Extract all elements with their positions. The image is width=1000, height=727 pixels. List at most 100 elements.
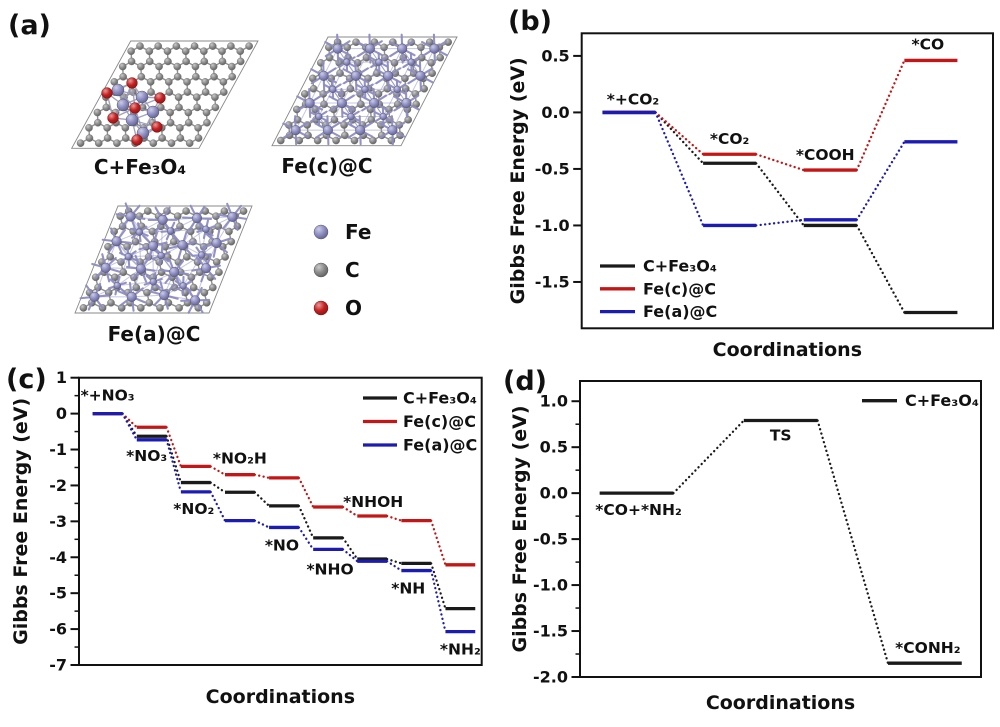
connector-dotted-line xyxy=(654,111,705,227)
state-label: *NHOH xyxy=(343,493,403,511)
y-tick-label: -3 xyxy=(49,512,67,531)
carbon-atom xyxy=(182,207,190,215)
y-tick-label: -5 xyxy=(49,584,67,603)
iron-atom xyxy=(318,70,329,81)
structure-caption: C+Fe₃O₄ xyxy=(94,155,186,179)
connector-dotted-line xyxy=(297,476,315,509)
iron-atom xyxy=(379,112,387,121)
panel-a-label: (a) xyxy=(8,10,51,41)
state-label: *NH xyxy=(391,580,425,598)
carbon-atom xyxy=(137,72,146,81)
carbon-atom xyxy=(201,88,210,96)
atom-legend-label: Fe xyxy=(345,220,371,244)
carbon-atom xyxy=(166,108,174,117)
iron-bond xyxy=(332,61,348,90)
carbon-atom xyxy=(155,72,164,81)
connector-dotted-line xyxy=(253,473,271,480)
carbon-atom xyxy=(215,268,223,277)
carbon-atom xyxy=(127,47,135,56)
carbon-atom xyxy=(173,62,182,71)
iron-atom xyxy=(179,282,187,290)
iron-bond xyxy=(419,48,435,77)
oxygen-atom xyxy=(129,102,141,114)
structure-model-2 xyxy=(74,202,253,314)
legend-label: C+Fe₃O₄ xyxy=(643,257,717,276)
y-tick-label: -4 xyxy=(49,548,67,567)
carbon-atom xyxy=(225,227,233,236)
carbon-atom xyxy=(200,288,209,297)
oxygen-atom xyxy=(107,112,119,124)
carbon-atom xyxy=(191,62,200,71)
carbon-atom xyxy=(219,78,228,86)
carbon-atom xyxy=(417,43,425,52)
carbon-atom xyxy=(118,62,127,71)
carbon-atom xyxy=(220,88,228,96)
iron-bond xyxy=(128,255,162,258)
connector-dotted-line xyxy=(654,111,705,156)
plot-frame xyxy=(78,376,483,666)
iron-atom xyxy=(227,211,238,222)
plot-frame xyxy=(580,32,994,330)
iron-atom xyxy=(126,291,137,302)
carbon-atom xyxy=(212,258,221,266)
iron-bond xyxy=(391,102,407,131)
iron-bond xyxy=(350,89,366,117)
carbon-atom xyxy=(183,78,191,86)
y-tick-label: -1.5 xyxy=(535,272,570,291)
carbon-atom xyxy=(341,131,349,140)
carbon-atom xyxy=(167,139,176,147)
carbon-atom xyxy=(301,90,309,98)
y-axis-title: Gibbs Free Energy (eV) xyxy=(10,398,32,645)
carbon-atom xyxy=(107,299,115,307)
carbon-atom xyxy=(94,139,103,147)
legend-label: Fe(a)@C xyxy=(643,302,717,321)
iron-atom xyxy=(113,281,121,290)
iron-atom xyxy=(343,58,351,66)
carbon-atom xyxy=(85,124,93,132)
connector-dotted-line xyxy=(672,419,745,495)
iron-atom xyxy=(211,237,222,249)
carbon-atom xyxy=(144,207,152,215)
panel-d: (d) 1.0 0.5 0.0 -0.5 -1.0 -1.5 -2.0 Gibbs Free … xyxy=(500,360,1000,727)
carbon-atom xyxy=(202,108,211,117)
iron-atom xyxy=(111,83,125,97)
iron-atom xyxy=(375,58,383,66)
carbon-atom xyxy=(183,253,191,261)
connector-dotted-line xyxy=(121,412,138,441)
y-tick-label: -2 xyxy=(49,476,67,495)
panel-c-label: (c) xyxy=(6,364,47,395)
carbon-atom xyxy=(404,116,412,124)
panel-b-label: (b) xyxy=(508,6,553,37)
carbon-atom xyxy=(157,103,165,112)
iron-atom xyxy=(135,228,143,236)
carbon-atom xyxy=(176,134,185,142)
carbon-atom xyxy=(136,42,144,50)
atom-legend-label: O xyxy=(345,296,362,320)
carbon-atom xyxy=(236,57,245,66)
iron-bond xyxy=(131,294,165,298)
y-tick-label: -1.0 xyxy=(535,216,570,235)
iron-atom xyxy=(397,43,408,54)
connector-dotted-line xyxy=(385,557,403,565)
carbon-atom xyxy=(189,283,198,292)
iron-atom xyxy=(190,295,201,306)
y-tick-label: 0.5 xyxy=(540,438,568,457)
carbon-atom xyxy=(277,136,285,145)
iron-atom xyxy=(355,125,366,136)
y-tick-label: 1 xyxy=(56,368,67,387)
carbon-atom xyxy=(220,207,229,215)
iron-atom xyxy=(336,97,347,109)
carbon-atom xyxy=(209,283,217,292)
y-tick-label: 0.5 xyxy=(541,46,569,65)
carbon-atom xyxy=(201,78,210,86)
oxygen-atom xyxy=(101,87,113,99)
panel-b-chart-canvas: 0.5 0.0 -0.5 -1.0 -1.5 Gibbs Free Energy (eV)… xyxy=(507,32,994,360)
iron-bond xyxy=(382,89,398,117)
iron-bond xyxy=(318,89,334,117)
iron-atom xyxy=(315,112,323,121)
iron-bond xyxy=(153,281,184,287)
carbon-atom xyxy=(176,124,184,132)
carbon-atom xyxy=(121,124,130,132)
